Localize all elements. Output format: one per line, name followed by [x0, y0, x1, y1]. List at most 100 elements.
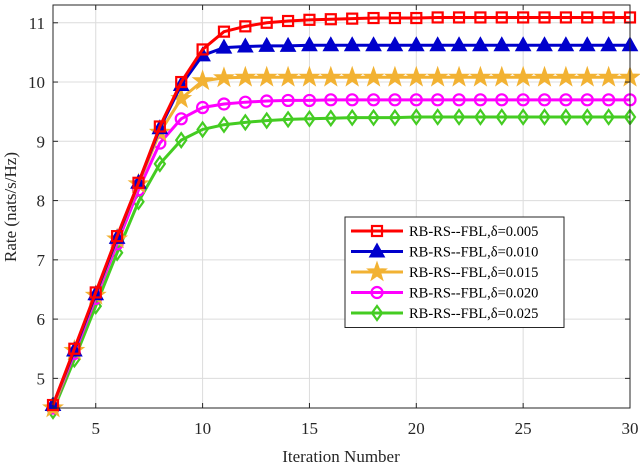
data-point — [516, 108, 530, 126]
data-point — [362, 65, 385, 87]
data-point — [301, 36, 318, 52]
data-point — [388, 11, 402, 25]
data-point — [215, 38, 233, 54]
data-point — [409, 93, 423, 107]
data-point — [238, 95, 252, 109]
x-tick-label: 15 — [301, 419, 318, 438]
data-point — [490, 65, 513, 87]
data-point — [538, 108, 551, 126]
series-5 — [46, 108, 637, 420]
series-line — [51, 15, 630, 406]
data-point — [345, 93, 359, 107]
legend-label: RB-RS--FBL,δ=0.005 — [409, 224, 538, 240]
x-tick-label: 25 — [515, 419, 532, 438]
y-axis-label: Rate (nats/s/Hz) — [1, 152, 20, 262]
data-point — [281, 14, 295, 28]
series-layer — [42, 11, 640, 420]
legend-marker — [370, 285, 384, 300]
data-point — [533, 65, 556, 87]
data-point — [602, 11, 615, 24]
data-point — [322, 36, 340, 52]
data-point — [153, 120, 166, 133]
data-point — [578, 36, 596, 52]
data-point — [426, 65, 449, 87]
data-point — [217, 25, 231, 38]
data-point — [279, 36, 297, 52]
data-point — [452, 108, 466, 126]
data-point — [132, 176, 145, 189]
y-tick-label: 5 — [37, 369, 46, 388]
data-point — [472, 36, 489, 52]
data-point — [514, 36, 532, 52]
x-tick-label: 30 — [622, 419, 639, 438]
legend-label: RB-RS--FBL,δ=0.025 — [409, 306, 538, 322]
data-point — [516, 93, 530, 107]
data-point — [111, 230, 124, 243]
data-point — [431, 93, 445, 107]
data-point — [409, 108, 423, 126]
data-point — [473, 93, 488, 107]
x-axis-label: Iteration Number — [282, 447, 400, 463]
data-point — [386, 36, 404, 52]
data-point — [448, 65, 470, 87]
legend-label: RB-RS--FBL,δ=0.020 — [409, 286, 538, 302]
data-point — [89, 286, 102, 299]
data-point — [407, 36, 425, 52]
data-point — [388, 108, 402, 127]
plot-frame — [52, 4, 631, 409]
data-point — [68, 342, 81, 355]
data-point — [512, 65, 535, 87]
data-point — [581, 11, 594, 24]
data-point — [559, 93, 573, 107]
data-point — [298, 65, 321, 87]
data-point — [576, 65, 599, 87]
data-point — [557, 36, 575, 52]
data-point — [602, 93, 616, 107]
data-point — [281, 93, 295, 108]
ticks: 5 10 15 20 25 30 5 6 7 8 9 10 11 — [28, 5, 639, 438]
data-point — [196, 120, 209, 139]
data-point — [191, 69, 214, 91]
data-point — [493, 36, 511, 52]
data-point — [431, 108, 445, 126]
series-line — [51, 98, 630, 409]
data-point — [452, 11, 466, 24]
data-point — [367, 108, 380, 127]
data-point — [281, 110, 295, 129]
data-point — [303, 109, 316, 128]
series-line — [51, 115, 630, 412]
data-point — [324, 13, 337, 26]
x-tick-label: 20 — [408, 419, 425, 438]
series-1 — [46, 11, 637, 412]
data-point — [450, 36, 468, 52]
legend-marker — [368, 242, 386, 258]
data-point — [174, 112, 188, 126]
data-point — [260, 111, 274, 130]
data-point — [239, 20, 252, 33]
data-point — [319, 65, 342, 87]
data-point — [388, 93, 402, 107]
data-point — [452, 93, 466, 107]
legend: RB-RS--FBL,δ=0.005 RB-RS--FBL,δ=0.010 RB-R… — [344, 216, 565, 328]
data-point — [600, 36, 617, 52]
data-point — [346, 12, 359, 25]
legend-marker — [370, 224, 384, 238]
data-point — [153, 154, 167, 173]
data-point — [367, 11, 380, 25]
data-point — [217, 97, 231, 111]
data-point — [580, 108, 594, 126]
data-point — [580, 93, 594, 107]
data-point — [234, 65, 257, 87]
data-point — [474, 108, 487, 126]
data-point — [258, 36, 276, 52]
y-tick-label: 10 — [28, 73, 45, 92]
data-point — [537, 93, 552, 107]
data-point — [383, 65, 406, 87]
data-point — [213, 66, 235, 88]
data-point — [474, 11, 487, 24]
data-point — [410, 11, 423, 25]
data-point — [495, 108, 509, 126]
data-point — [429, 36, 447, 52]
data-point — [536, 36, 553, 52]
